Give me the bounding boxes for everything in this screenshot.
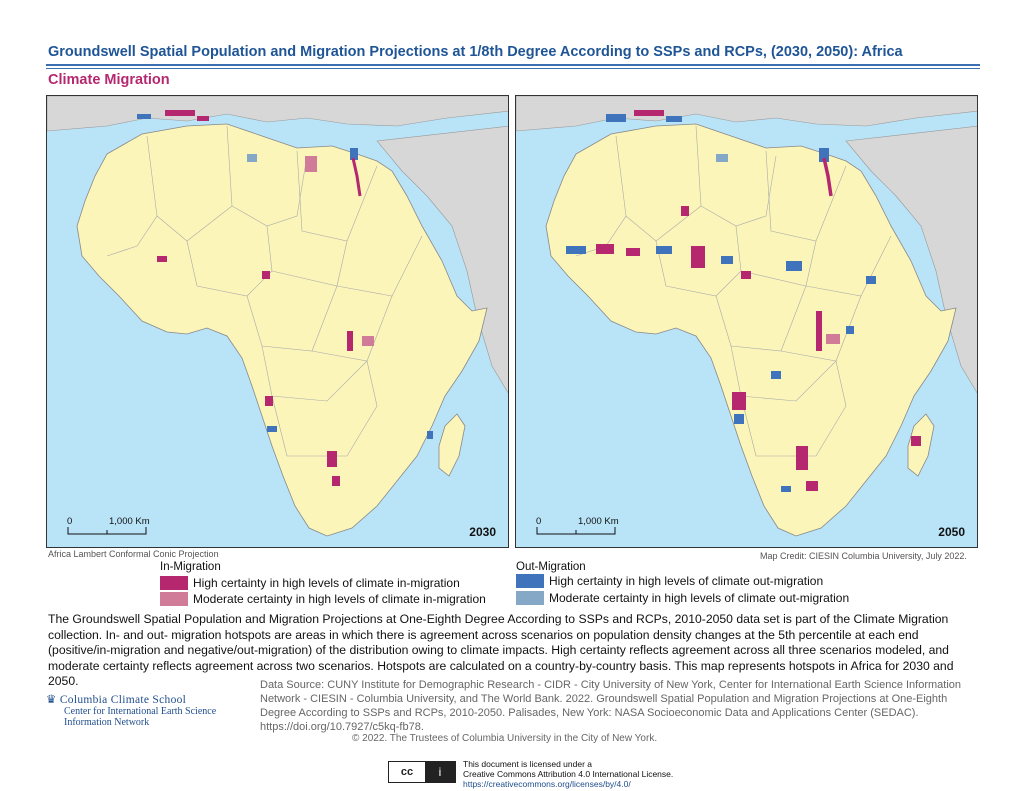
scale-bar bbox=[67, 527, 147, 535]
africa-landmass bbox=[545, 123, 957, 537]
cc-icon: cc bbox=[389, 762, 425, 782]
europe-landmass bbox=[516, 96, 977, 132]
africa-map-2030 bbox=[47, 96, 508, 537]
legend-out-high: High certainty in high levels of climate… bbox=[516, 574, 823, 588]
legend-in-high: High certainty in high levels of climate… bbox=[160, 576, 460, 590]
license-line2: Creative Commons Attribution 4.0 Interna… bbox=[463, 769, 674, 779]
scale-distance: 1,000 Km bbox=[578, 516, 619, 527]
scale-zero: 0 bbox=[536, 516, 542, 527]
cc-badge[interactable]: cc i bbox=[388, 761, 456, 783]
map-subtitle: Climate Migration bbox=[48, 72, 170, 88]
legend-label-in-high: High certainty in high levels of climate… bbox=[193, 576, 460, 590]
license-text: This document is licensed under a Creati… bbox=[463, 759, 673, 789]
legend-swatch-out-high bbox=[516, 574, 544, 588]
crown-icon: ♛ bbox=[46, 694, 57, 706]
scale-distance: 1,000 Km bbox=[109, 516, 150, 527]
legend-label-out-moderate: Moderate certainty in high levels of cli… bbox=[549, 591, 850, 605]
legend-swatch-in-moderate bbox=[160, 592, 188, 606]
logo-line2: Center for International Earth Science bbox=[64, 706, 217, 717]
scale-zero: 0 bbox=[67, 516, 73, 527]
country-borders bbox=[106, 125, 423, 457]
data-source: Data Source: CUNY Institute for Demograp… bbox=[260, 679, 962, 733]
legend-label-in-moderate: Moderate certainty in high levels of cli… bbox=[193, 592, 486, 606]
africa-map-2050 bbox=[516, 96, 977, 537]
map-panel-2030[interactable]: 0 1,000 Km 2030 bbox=[46, 95, 509, 548]
scale-bar bbox=[536, 527, 616, 535]
middle-east-landmass bbox=[845, 125, 977, 394]
middle-east-landmass bbox=[376, 125, 508, 394]
legend-swatch-out-moderate bbox=[516, 591, 544, 605]
legend-in-moderate: Moderate certainty in high levels of cli… bbox=[160, 592, 486, 606]
logo-line3: Information Network bbox=[64, 717, 150, 728]
license-link[interactable]: https://creativecommons.org/licenses/by/… bbox=[463, 779, 631, 789]
legend-label-out-high: High certainty in high levels of climate… bbox=[549, 574, 824, 588]
map-title: Groundswell Spatial Population and Migra… bbox=[48, 44, 903, 60]
title-rule-top bbox=[46, 64, 980, 66]
country-borders bbox=[575, 125, 892, 457]
map-credit: Map Credit: CIESIN Columbia University, … bbox=[760, 551, 967, 561]
hotspots-2030 bbox=[137, 110, 433, 486]
copyright: © 2022. The Trustees of Columbia Univers… bbox=[352, 733, 658, 744]
legend-swatch-in-high bbox=[160, 576, 188, 590]
legend-in-migration-heading: In-Migration bbox=[160, 561, 221, 573]
title-rule-bottom bbox=[46, 68, 980, 69]
attribution-icon: i bbox=[425, 762, 455, 782]
europe-landmass bbox=[47, 96, 508, 132]
logo-line1: Columbia Climate School bbox=[59, 694, 187, 706]
columbia-logo: ♛ Columbia Climate School Center for Int… bbox=[46, 692, 216, 728]
africa-landmass bbox=[76, 123, 488, 537]
madagascar bbox=[438, 413, 466, 477]
map-panel-2050[interactable]: 0 1,000 Km 2050 bbox=[515, 95, 978, 548]
description: The Groundswell Spatial Population and M… bbox=[48, 612, 954, 688]
legend-out-moderate: Moderate certainty in high levels of cli… bbox=[516, 591, 849, 605]
year-label: 2050 bbox=[938, 525, 965, 539]
year-label: 2030 bbox=[469, 525, 496, 539]
legend-out-migration-heading: Out-Migration bbox=[516, 561, 586, 573]
license-line1: This document is licensed under a bbox=[463, 759, 592, 769]
projection-note: Africa Lambert Conformal Conic Projectio… bbox=[48, 549, 219, 559]
hotspots-2050 bbox=[566, 110, 921, 492]
